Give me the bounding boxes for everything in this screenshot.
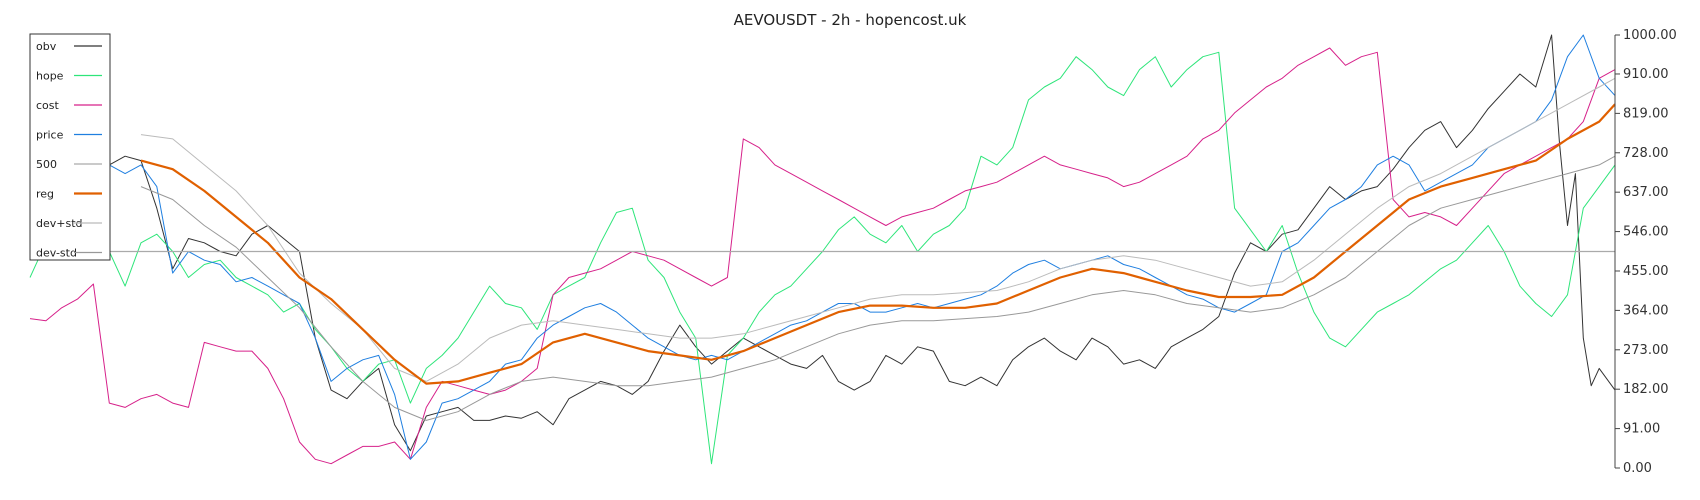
legend-label-reg: reg [36, 188, 54, 201]
y-tick-label: 728.00 [1623, 146, 1669, 161]
y-axis: 0.00 91.00 182.00 273.00 364.00 455.00 546.00 6… [1615, 28, 1677, 476]
y-tick-label: 1000.00 [1623, 28, 1677, 43]
series-line-dev-std [140, 155, 1616, 421]
series-line-price [109, 34, 1616, 460]
legend-label-dev-std: dev-std [36, 247, 77, 260]
y-tick-label: 273.00 [1623, 343, 1669, 358]
y-tick-label: 91.00 [1623, 422, 1660, 437]
y-tick-label: 182.00 [1623, 382, 1669, 397]
legend-label-hope: hope [36, 70, 64, 83]
series-line-hope [29, 51, 1616, 465]
y-tick-label: 0.00 [1623, 461, 1652, 476]
legend-label-obv: obv [36, 40, 57, 53]
y-tick-label: 455.00 [1623, 264, 1669, 279]
y-tick-label: 910.00 [1623, 67, 1669, 82]
legend-label-dev-std: dev+std [36, 217, 83, 230]
series-line-reg [140, 103, 1616, 385]
series-line-dev-std [140, 77, 1616, 382]
legend: obv hope cost price 500 reg dev+std dev-std [29, 33, 111, 261]
series-line-obv [29, 34, 1616, 452]
y-tick-label: 637.00 [1623, 185, 1669, 200]
legend-label-cost: cost [36, 99, 60, 112]
series-layer [29, 34, 1616, 465]
legend-label-price: price [36, 129, 64, 142]
y-tick-label: 546.00 [1623, 225, 1669, 240]
y-tick-label: 364.00 [1623, 303, 1669, 318]
legend-box [29, 33, 111, 261]
series-line-cost [29, 47, 1616, 465]
chart-title: AEVOUSDT - 2h - hopencost.uk [734, 11, 967, 29]
legend-label-500: 500 [36, 158, 57, 171]
y-tick-label: 819.00 [1623, 106, 1669, 121]
